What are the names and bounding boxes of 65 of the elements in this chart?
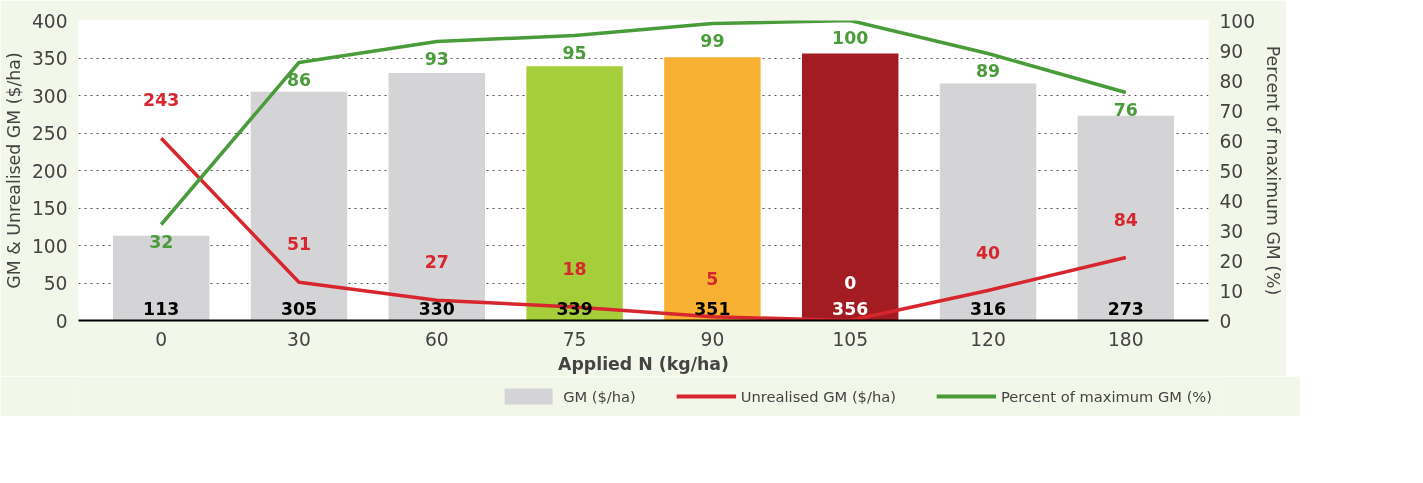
y-tick-label: 350	[31, 48, 68, 69]
y2-tick-label: 20	[1219, 250, 1244, 272]
data-label: 305	[280, 298, 318, 319]
y2-tick-label: 50	[1219, 160, 1244, 182]
data-label: 99	[700, 30, 725, 51]
y2-tick-label: 30	[1219, 220, 1244, 242]
data-label: 89	[975, 60, 1001, 81]
y-tick-label: 150	[31, 198, 68, 219]
x-tick-label: 30	[287, 328, 311, 350]
data-label: 0	[844, 272, 857, 293]
bar	[112, 235, 210, 321]
data-label: 95	[562, 42, 587, 63]
data-label: 84	[1113, 209, 1138, 230]
legend-label: Unrealised GM ($/ha)	[740, 387, 896, 405]
bar	[388, 73, 486, 321]
x-axis-title: Applied N (kg/ha)	[558, 353, 729, 374]
y-tick-label: 200	[31, 160, 68, 182]
y2-tick-label: 100	[1219, 10, 1256, 32]
y2-tick-label: 90	[1219, 40, 1244, 62]
bar	[939, 83, 1037, 321]
y-tick-label: 0	[55, 310, 68, 332]
data-label: 32	[149, 231, 174, 252]
x-tick-label: 0	[155, 328, 168, 350]
y-axis-title: GM & Unrealised GM ($/ha)	[3, 52, 24, 289]
bar	[526, 66, 623, 321]
y2-tick-label: 80	[1219, 70, 1244, 92]
data-label: 100	[832, 27, 869, 48]
data-label: 51	[286, 234, 312, 255]
y2-tick-label: 60	[1219, 130, 1244, 152]
data-label: 330	[418, 298, 455, 319]
x-tick-label: 60	[424, 328, 449, 350]
x-tick-label: 180	[1108, 328, 1144, 350]
data-label: 18	[562, 259, 587, 279]
bar	[250, 91, 348, 321]
data-label: 273	[1107, 298, 1144, 319]
data-label: 316	[969, 298, 1007, 319]
data-label: 27	[424, 252, 449, 273]
y2-tick-label: 10	[1219, 280, 1244, 302]
y2-tick-label: 70	[1219, 100, 1244, 122]
bar	[801, 53, 899, 321]
data-label: 356	[832, 298, 869, 319]
y-tick-label: 50	[43, 273, 68, 294]
data-label: 113	[143, 298, 180, 319]
data-label: 93	[424, 48, 449, 69]
x-tick-label: 75	[562, 328, 587, 350]
data-label: 5	[706, 268, 719, 289]
y-tick-label: 300	[31, 85, 68, 107]
x-tick-label: 90	[700, 328, 725, 350]
x-tick-label: 105	[832, 328, 869, 350]
y-tick-label: 100	[31, 235, 68, 257]
bar	[1077, 115, 1175, 321]
y-tick-label: 250	[31, 123, 68, 144]
x-tick-label: 120	[970, 328, 1006, 350]
legend-label: GM ($/ha)	[563, 387, 636, 405]
legend-label: Percent of maximum GM (%)	[1000, 387, 1212, 405]
data-label: 86	[286, 69, 312, 90]
y2-axis-title: Percent of maximum GM (%)	[1263, 45, 1284, 296]
y-tick-label: 400	[31, 10, 68, 32]
data-label: 351	[694, 298, 731, 319]
y2-tick-label: 40	[1219, 190, 1244, 212]
data-label: 243	[143, 90, 180, 111]
data-label: 40	[975, 242, 1001, 263]
bar	[664, 57, 761, 321]
y2-tick-label: 0	[1219, 310, 1232, 332]
data-label: 76	[1113, 99, 1138, 120]
